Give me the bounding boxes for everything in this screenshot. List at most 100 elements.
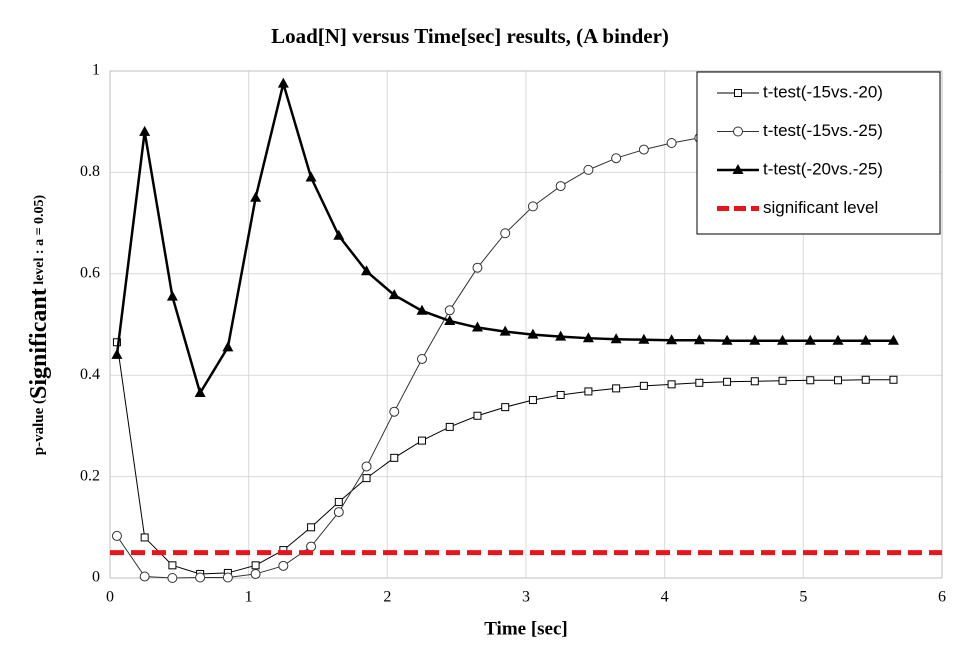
marker	[250, 191, 262, 202]
marker	[611, 153, 622, 164]
marker	[361, 461, 372, 472]
marker	[777, 334, 789, 345]
x-tick-label: 1	[245, 589, 253, 606]
x-tick-label: 3	[522, 589, 530, 606]
marker	[638, 144, 649, 155]
plot-frame	[109, 70, 943, 579]
marker	[666, 334, 678, 345]
marker	[556, 390, 565, 399]
marker	[445, 422, 454, 431]
marker	[444, 314, 456, 325]
marker	[473, 411, 482, 420]
x-axis-label: Time [sec]	[484, 618, 568, 639]
marker	[307, 523, 316, 532]
marker	[277, 77, 289, 88]
marker	[806, 376, 815, 385]
marker	[251, 561, 260, 570]
marker	[887, 334, 899, 345]
marker	[444, 305, 455, 316]
marker	[527, 328, 539, 339]
marker	[778, 376, 787, 385]
legend-label: significant level	[763, 198, 878, 217]
marker	[721, 334, 733, 345]
x-tick-label: 0	[106, 589, 114, 606]
marker	[666, 137, 677, 148]
marker	[334, 497, 343, 506]
series	[111, 77, 899, 397]
chart-title: Load[N] versus Time[sec] results, (A bin…	[271, 24, 669, 48]
y-label-part: p-value (	[31, 399, 47, 455]
marker	[638, 333, 650, 344]
marker	[501, 403, 510, 412]
legend-label: t-test(-15vs.-20)	[763, 82, 883, 101]
marker	[834, 376, 842, 385]
marker	[361, 265, 373, 276]
marker	[639, 381, 648, 390]
marker	[499, 325, 511, 336]
marker	[167, 573, 178, 583]
marker	[139, 571, 150, 582]
y-tick-label: 0	[92, 569, 100, 586]
marker	[333, 507, 344, 518]
marker	[471, 321, 483, 332]
x-tick-label: 6	[938, 589, 946, 606]
marker	[861, 375, 870, 384]
marker	[583, 164, 594, 175]
marker	[166, 290, 178, 301]
x-tick-label: 4	[661, 589, 669, 606]
legend: t-test(-15vs.-20) t-test(-15vs.-25) t-test…	[696, 71, 941, 235]
marker	[612, 384, 621, 393]
marker	[832, 334, 844, 345]
series	[112, 338, 898, 578]
marker	[362, 474, 371, 483]
marker	[500, 228, 511, 239]
marker	[749, 334, 761, 345]
marker	[222, 572, 233, 583]
marker	[222, 341, 234, 352]
marker	[555, 330, 567, 341]
marker	[111, 348, 123, 359]
y-label-part: Significant	[26, 288, 52, 399]
marker	[555, 181, 566, 192]
marker	[389, 406, 400, 417]
marker	[111, 530, 122, 541]
legend-marker	[734, 89, 742, 97]
marker	[610, 333, 622, 344]
y-tick-label: 0.4	[80, 366, 100, 383]
marker	[416, 304, 428, 315]
marker	[804, 334, 816, 345]
marker	[139, 125, 151, 136]
legend-marker	[732, 164, 744, 174]
marker	[750, 377, 759, 386]
y-tick-label: 0.6	[80, 264, 100, 281]
marker	[693, 334, 705, 345]
marker	[860, 334, 872, 345]
marker	[195, 572, 206, 583]
marker	[582, 332, 594, 343]
marker	[723, 377, 732, 386]
y-axis-label: p-value (Significant level : a = 0.05)	[26, 194, 52, 455]
marker	[333, 229, 345, 240]
x-tick-label: 2	[383, 589, 391, 606]
y-tick-label: 1	[92, 62, 100, 79]
marker	[194, 386, 206, 397]
marker	[305, 171, 317, 182]
marker	[695, 378, 704, 387]
marker	[250, 568, 261, 579]
marker	[472, 262, 483, 273]
x-tick-label: 5	[799, 589, 807, 606]
marker	[306, 541, 317, 552]
marker	[140, 533, 149, 542]
y-tick-label: 0.8	[80, 163, 100, 180]
marker	[667, 380, 676, 389]
legend-marker	[733, 126, 743, 137]
marker	[278, 560, 289, 571]
marker	[418, 436, 426, 445]
marker	[584, 387, 593, 396]
marker	[417, 353, 427, 364]
marker	[527, 201, 538, 212]
legend-label: t-test(-15vs.-25)	[763, 121, 883, 140]
y-tick-label: 0.2	[80, 467, 100, 484]
marker	[388, 289, 400, 300]
